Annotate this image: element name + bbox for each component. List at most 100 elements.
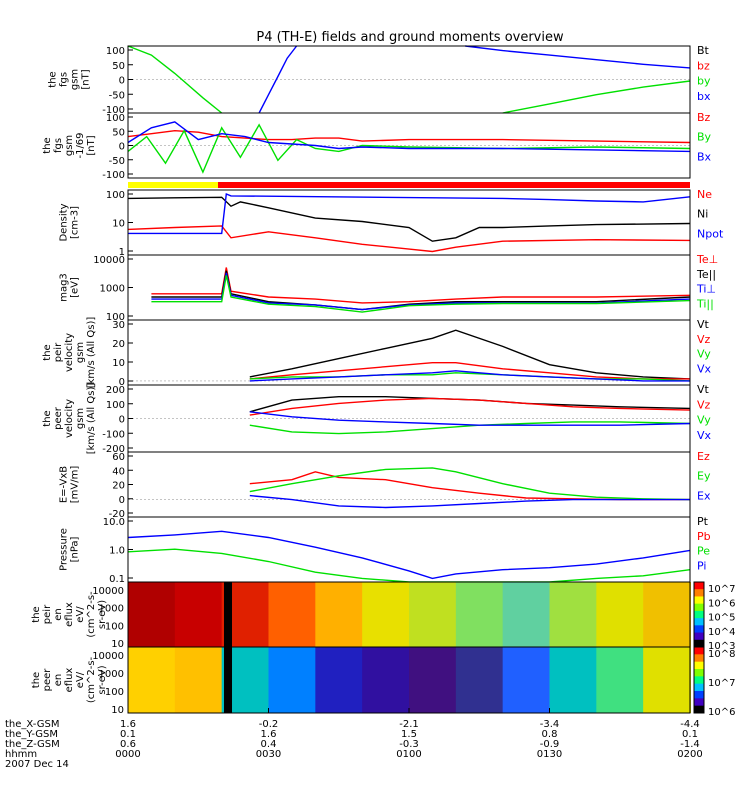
y-axis-label-line: en [53, 608, 64, 621]
y-tick-label: 20 [112, 339, 125, 350]
panel-vpeer: 200 100 0 -100 -200 Vt Vz Vy Vx thepeervelocitygs… [42, 383, 712, 455]
y-axis-label: thefgsgsm-1/69[nT] [42, 132, 97, 158]
panel-peer_en: 10^810^710^610000100010010thepeereneflux… [31, 646, 735, 718]
y-axis-label: thefgsgsm[nT] [48, 69, 92, 90]
x-axis-value: 0.4 [261, 739, 277, 750]
colorbar-tick-label: 10^8 [708, 649, 735, 660]
y-axis-label-line: peir [42, 604, 53, 624]
heatmap-cell [643, 647, 691, 713]
y-axis-label-line: eflux [64, 668, 75, 693]
y-axis-label: thepeirenefluxeV/(cm^2-s-sr-eV) [31, 591, 108, 638]
y-axis-label-line: fgs [59, 72, 70, 87]
legend-label: Vx [697, 362, 712, 375]
y-axis-label-line: velocity [64, 399, 75, 438]
y-tick-label: 10.0 [103, 517, 125, 528]
y-axis-label-line: Pressure [59, 528, 70, 571]
series-line-npot [128, 193, 691, 235]
heatmap-cell [128, 647, 176, 713]
legend-label: Ex [697, 489, 711, 502]
series-line-ti [151, 275, 691, 313]
colorbar-cell [694, 705, 704, 714]
y-tick-label: 100 [106, 190, 125, 201]
legend-label: Bt [697, 44, 710, 57]
x-axis-value: 1.6 [120, 719, 136, 730]
colorbar-tick-label: 10^6 [708, 707, 735, 718]
legend-label: Vt [697, 318, 710, 331]
legend-label: Vy [697, 414, 711, 427]
legend-label: Pi [697, 559, 706, 572]
legend-label: Bz [697, 111, 711, 124]
y-tick-label: 10 [111, 639, 124, 650]
y-tick-label: 20 [112, 481, 125, 492]
y-axis-label-line: [mV/m] [70, 466, 81, 504]
y-axis-label: thepeirvelocitygsm[km/s (All Qs)] [42, 317, 97, 389]
date-label: 2007 Dec 14 [5, 759, 69, 770]
y-axis-label-line: peir [53, 342, 64, 362]
colorbar-tick-label: 10^6 [708, 598, 735, 609]
heatmap-cell [128, 582, 176, 647]
y-axis-label-line: the [42, 410, 53, 426]
legend-label: Ne [697, 188, 712, 201]
heatmap-cell [596, 647, 645, 713]
panel-peir_en: 10^710^610^510^410^310000100010010thepei… [31, 581, 735, 652]
y-tick-label: 0 [119, 377, 125, 388]
y-tick-label: -200 [102, 444, 125, 455]
heatmap-gap [224, 582, 233, 647]
y-axis-label-line: the [31, 672, 42, 688]
colorbar-cell [694, 676, 704, 685]
x-axis-row-label: the_X-GSM [5, 719, 59, 730]
series-line-bx [258, 45, 298, 114]
series-line-bx [465, 45, 691, 69]
x-axis-value: -0.3 [399, 739, 419, 750]
panel-efield: 60 40 20 0 -20 Ez Ey Ex E=-VxB[mV/m] [59, 450, 711, 520]
panel-temp: 10000 1000 100 Te⊥ Te|| Ti⊥Ti|| mag3[eV] [59, 253, 719, 323]
x-axis-value: -0.9 [540, 739, 560, 750]
colorbar-cell [694, 654, 704, 663]
colorbar-cell [694, 691, 704, 699]
panel-density: 100 10 1 Ne Ni Npot Density[cm-3] [59, 188, 724, 258]
legend-label: Vt [697, 383, 710, 396]
x-axis-value: 0030 [256, 749, 281, 760]
colorbar-cell [694, 683, 704, 692]
y-tick-label: 40 [112, 466, 125, 477]
legend-label: Vx [697, 429, 712, 442]
heatmap-cell [315, 582, 364, 647]
y-axis-label: mag3[eV] [59, 273, 81, 302]
colorbar-frame [693, 646, 705, 714]
plot-title: P4 (TH-E) fields and ground moments over… [256, 30, 564, 45]
y-tick-label: 0 [119, 415, 125, 426]
y-axis-label-line: peer [53, 406, 64, 430]
colorbar-tick-label: 10^4 [708, 627, 735, 638]
colorbar-cell [694, 618, 704, 626]
legend-label: Pt [697, 515, 709, 528]
heatmap-cell [174, 582, 223, 647]
x-axis-value: -2.1 [399, 719, 419, 730]
colorbar-cell [694, 661, 704, 670]
y-axis-label: thepeerenefluxeV/(cm^2-s-sr-eV) [31, 656, 108, 703]
series-line-vy [249, 421, 691, 435]
series-line-vt [249, 396, 691, 413]
y-tick-label: 0 [119, 142, 125, 153]
y-tick-label: 10 [111, 705, 124, 716]
y-axis-label-line: sr-eV) [97, 600, 108, 629]
heatmap-cell [455, 647, 504, 713]
panel-frame [127, 254, 691, 321]
y-axis-label-line: the [42, 344, 53, 360]
y-tick-label: 60 [112, 452, 125, 463]
y-axis-label-line: eflux [64, 602, 75, 627]
heatmap-cell [362, 582, 410, 647]
y-tick-label: 100 [105, 621, 124, 632]
y-tick-label: -100 [102, 105, 125, 116]
legend-label: Ey [697, 470, 711, 483]
heatmap-cell [268, 582, 317, 647]
y-axis-label-line: velocity [64, 333, 75, 372]
y-axis-label-line: eV/ [75, 671, 86, 688]
panel-frame [127, 189, 691, 256]
y-axis-label-line: gsm [75, 408, 86, 429]
colorbar-cell [694, 669, 704, 677]
series-line-vz [249, 397, 691, 416]
y-axis-label-line: eV/ [75, 606, 86, 623]
